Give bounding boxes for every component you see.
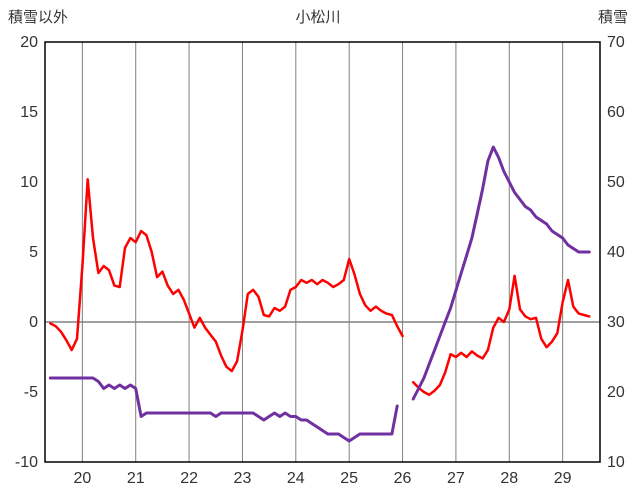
left-y-tick-label: -10: [15, 454, 38, 471]
x-tick-label: 27: [447, 470, 465, 487]
right-y-tick-label: 10: [607, 454, 625, 471]
right-y-tick-label: 30: [607, 314, 625, 331]
purple-series-line: [48, 376, 399, 443]
x-tick-label: 29: [554, 470, 572, 487]
chart-title: 小松川: [295, 9, 341, 26]
plot-frame: [44, 41, 601, 463]
right-y-tick-label: 50: [607, 174, 625, 191]
left-y-tick-label: -5: [24, 384, 38, 401]
x-tick-label: 22: [180, 470, 198, 487]
x-tick-label: 28: [500, 470, 518, 487]
red-series-line: [49, 177, 404, 373]
right-y-tick-label: 20: [607, 384, 625, 401]
red-series-line: [411, 274, 591, 397]
left-y-tick-label: 20: [20, 34, 38, 51]
left-y-tick-label: 15: [20, 104, 38, 121]
left-y-tick-label: 10: [20, 174, 38, 191]
x-tick-label: 21: [127, 470, 145, 487]
right-y-tick-label: 60: [607, 104, 625, 121]
x-tick-label: 25: [340, 470, 358, 487]
x-tick-label: 23: [234, 470, 252, 487]
right-y-tick-label: 70: [607, 34, 625, 51]
left-y-tick-label: 0: [29, 314, 38, 331]
x-tick-label: 20: [73, 470, 91, 487]
right-axis-label: 積雪: [597, 9, 628, 26]
purple-series-line: [411, 145, 591, 401]
left-axis-label: 積雪以外: [8, 9, 69, 26]
x-tick-label: 24: [287, 470, 305, 487]
right-y-tick-label: 40: [607, 244, 625, 261]
left-y-tick-label: 5: [29, 244, 38, 261]
x-tick-label: 26: [394, 470, 412, 487]
